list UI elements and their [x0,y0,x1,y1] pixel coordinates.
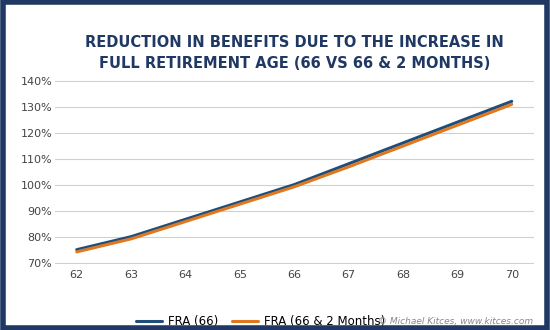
FRA (66 & 2 Months) [236,202,243,206]
FRA (66) [236,200,243,204]
FRA (66 & 2 Months) [345,165,352,169]
FRA (66 & 2 Months) [508,102,515,106]
FRA (66 & 2 Months) [74,250,80,254]
FRA (66) [508,99,515,103]
Line: FRA (66): FRA (66) [77,101,512,250]
FRA (66) [345,162,352,166]
Legend: FRA (66), FRA (66 & 2 Months): FRA (66), FRA (66 & 2 Months) [131,311,390,330]
FRA (66) [74,248,80,252]
Title: REDUCTION IN BENEFITS DUE TO THE INCREASE IN
FULL RETIREMENT AGE (66 VS 66 & 2 M: REDUCTION IN BENEFITS DUE TO THE INCREAS… [85,35,504,71]
FRA (66) [182,217,189,221]
FRA (66 & 2 Months) [182,219,189,223]
FRA (66 & 2 Months) [128,237,134,241]
Text: © Michael Kitces, www.kitces.com: © Michael Kitces, www.kitces.com [378,317,534,326]
FRA (66 & 2 Months) [454,123,461,127]
FRA (66) [400,141,406,145]
FRA (66) [291,182,298,186]
FRA (66) [454,120,461,124]
FRA (66) [128,235,134,239]
FRA (66 & 2 Months) [400,144,406,148]
FRA (66 & 2 Months) [291,185,298,189]
Line: FRA (66 & 2 Months): FRA (66 & 2 Months) [77,104,512,252]
